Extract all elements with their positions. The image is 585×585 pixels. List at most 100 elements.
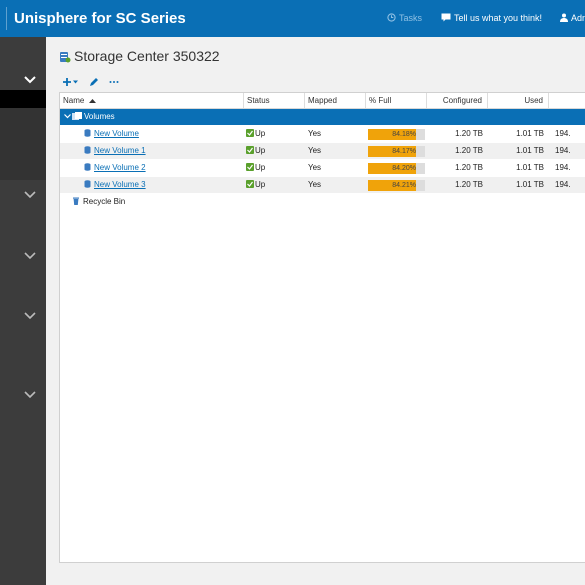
database-icon [84,163,91,171]
status-cell: Up [246,177,265,193]
ellipsis-icon [109,81,119,83]
configured-cell: 1.20 TB [455,129,483,138]
app-title[interactable]: Unisphere for SC Series [14,10,186,27]
chevron-down-icon [64,114,71,119]
volumes-group-label: Volumes [84,112,115,121]
check-icon [246,163,254,171]
table-header: Name Status Mapped % Full Configured Use… [60,93,585,109]
recycle-bin-row[interactable]: Recycle Bin [60,194,585,210]
volume-name-cell: New Volume 1 [84,143,146,159]
user-label: Adm [571,13,585,23]
sidebar [0,37,46,585]
column-header-status[interactable]: Status [244,93,305,108]
mapped-cell: Yes [308,129,322,138]
column-header-extra[interactable] [549,93,585,108]
chevron-down-icon [24,312,36,320]
column-header-used[interactable]: Used [488,93,549,108]
used-cell: 1.01 TB [516,163,544,172]
storage-center-icon [59,50,71,66]
volume-link[interactable]: New Volume 3 [94,180,146,189]
volumes-group-row[interactable]: Volumes [60,109,585,125]
feedback-label: Tell us what you think! [454,13,543,23]
extra-cell: 194. [555,129,571,138]
percent-full-fill [368,129,416,140]
check-icon [246,180,254,188]
sidebar-section-4-toggle[interactable] [23,308,37,320]
volume-name-cell: New Volume [84,126,139,142]
sidebar-section-3-toggle[interactable] [23,248,37,260]
used-cell: 1.01 TB [516,129,544,138]
table-row[interactable]: New Volume 2 Up Yes 84.20% 1.20 TB 1.01 … [60,160,585,176]
toolbar [62,75,119,89]
column-header-name[interactable]: Name [60,93,244,108]
configured-cell: 1.20 TB [455,180,483,189]
extra-cell: 194. [555,180,571,189]
top-bar: Unisphere for SC Series Tasks Tell us wh… [0,0,585,37]
mapped-cell: Yes [308,180,322,189]
column-header-full[interactable]: % Full [366,93,427,108]
extra-cell: 194. [555,163,571,172]
volume-link[interactable]: New Volume 1 [94,146,146,155]
database-icon [84,146,91,154]
check-icon [246,129,254,137]
status-cell: Up [246,160,265,176]
sidebar-section-1-toggle[interactable] [23,72,37,84]
chevron-down-icon [24,76,36,84]
recycle-bin-label: Recycle Bin [83,197,126,206]
volumes-folder-icon [72,112,82,120]
configured-cell: 1.20 TB [455,146,483,155]
main-panel: Storage Center 350322 Name Status Mapped… [46,37,585,585]
percent-full-fill [368,146,416,157]
more-button[interactable] [109,80,119,84]
tasks-label: Tasks [399,13,423,23]
feedback-link[interactable]: Tell us what you think! [441,13,542,24]
database-icon [84,180,91,188]
status-cell: Up [246,126,265,142]
chevron-down-icon [24,391,36,399]
percent-full-fill [368,163,416,174]
check-icon [246,146,254,154]
mapped-cell: Yes [308,146,322,155]
percent-full-bar: 84.18% [368,129,425,140]
volume-link[interactable]: New Volume 2 [94,163,146,172]
percent-full-bar: 84.21% [368,180,425,191]
database-icon [84,129,91,137]
extra-cell: 194. [555,146,571,155]
clock-icon [387,13,396,24]
speech-bubble-icon [441,13,451,24]
tasks-link[interactable]: Tasks [387,13,422,24]
volumes-table: Name Status Mapped % Full Configured Use… [59,92,585,563]
column-header-mapped[interactable]: Mapped [305,93,366,108]
chevron-down-icon [24,191,36,199]
percent-full-bar: 84.17% [368,146,425,157]
user-icon [560,13,568,24]
page-title-text: Storage Center 350322 [74,48,220,64]
table-row[interactable]: New Volume Up Yes 84.18% 1.20 TB 1.01 TB… [60,126,585,142]
mapped-cell: Yes [308,163,322,172]
sidebar-section-5-toggle[interactable] [23,387,37,399]
add-button[interactable] [62,77,79,87]
percent-full-fill [368,180,416,191]
column-header-configured[interactable]: Configured [427,93,488,108]
user-menu[interactable]: Adm [560,13,585,24]
table-row[interactable]: New Volume 1 Up Yes 84.17% 1.20 TB 1.01 … [60,143,585,159]
used-cell: 1.01 TB [516,146,544,155]
volume-name-cell: New Volume 2 [84,160,146,176]
plus-icon [63,78,78,86]
table-row[interactable]: New Volume 3 Up Yes 84.21% 1.20 TB 1.01 … [60,177,585,193]
header-divider [6,7,7,30]
pencil-icon [90,78,98,86]
edit-button[interactable] [89,77,99,87]
page-title: Storage Center 350322 [59,48,220,66]
volume-link[interactable]: New Volume [94,129,139,138]
sidebar-section-2-toggle[interactable] [23,187,37,199]
trash-icon [73,197,79,205]
sidebar-subitems [0,108,46,180]
sort-ascending-icon [88,99,96,103]
percent-full-bar: 84.20% [368,163,425,174]
status-cell: Up [246,143,265,159]
volume-name-cell: New Volume 3 [84,177,146,193]
configured-cell: 1.20 TB [455,163,483,172]
recycle-bin-cell: Recycle Bin [72,194,125,210]
sidebar-selected-item[interactable] [0,90,46,108]
